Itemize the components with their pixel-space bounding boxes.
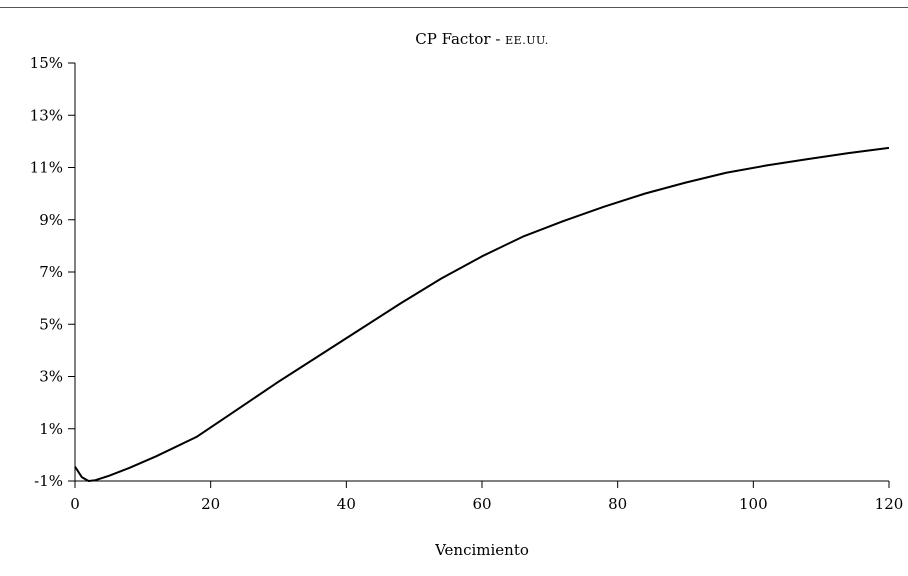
- chart-title-suffix: EE.UU.: [505, 34, 549, 47]
- y-tick-label: 9%: [39, 211, 63, 229]
- y-tick-label: 13%: [30, 106, 63, 124]
- x-tick-label: 120: [875, 495, 904, 513]
- top-rule: [0, 7, 908, 8]
- x-tick-label: 20: [201, 495, 220, 513]
- x-tick-label: 0: [70, 495, 80, 513]
- x-axis-label: Vencimiento: [434, 541, 529, 559]
- series-line: [74, 146, 890, 482]
- axes: -1% 1% 3% 5% 7% 9% 11% 13% 15% 0 20 40 60 80 100 120: [30, 54, 904, 513]
- chart-title: CP Factor - EE.UU.: [415, 30, 549, 48]
- series-group: [74, 146, 890, 482]
- y-tick-label: 15%: [30, 54, 63, 72]
- y-tick-label: 7%: [39, 263, 63, 281]
- x-tick-label: 60: [472, 495, 491, 513]
- chart-title-main: CP Factor: [415, 30, 491, 48]
- x-tick-label: 100: [739, 495, 768, 513]
- y-tick-label: 11%: [30, 159, 63, 177]
- y-tick-label: 1%: [39, 420, 63, 438]
- y-tick-label: 5%: [39, 315, 63, 333]
- y-tick-label: -1%: [34, 472, 63, 490]
- chart-title-separator: -: [491, 30, 506, 48]
- x-tick-label: 80: [608, 495, 627, 513]
- x-tick-label: 40: [337, 495, 356, 513]
- y-tick-label: 3%: [39, 368, 63, 386]
